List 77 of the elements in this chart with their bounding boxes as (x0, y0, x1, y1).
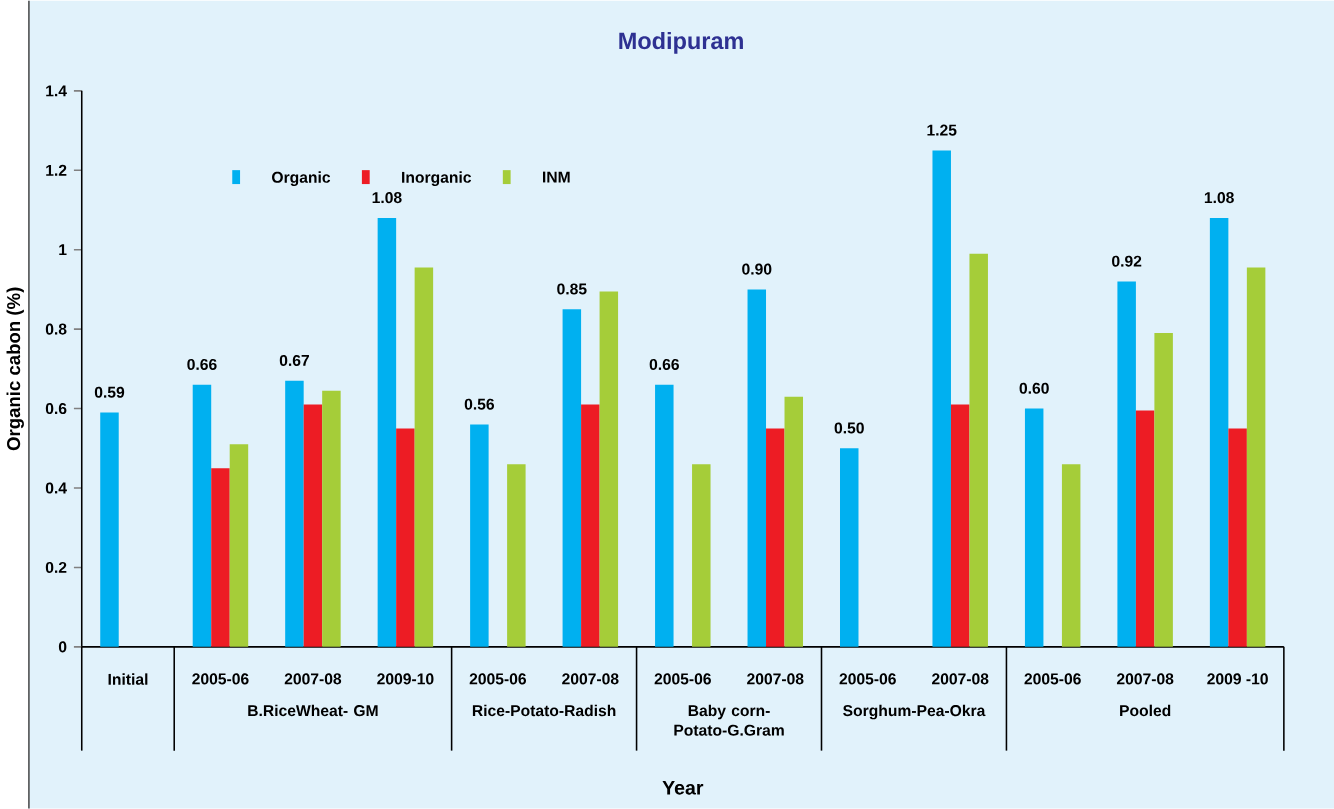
bar (229, 444, 249, 647)
bar (192, 384, 212, 647)
bar (100, 412, 119, 647)
bar (470, 424, 489, 647)
bar (1024, 408, 1044, 647)
y-tick-label: 0.2 (45, 561, 67, 573)
data-label: 1.25 (927, 124, 957, 136)
text: Pooled (1120, 704, 1171, 717)
data-label: 0.66 (187, 358, 217, 370)
data-label: 1.08 (1204, 192, 1234, 204)
y-axis-title: Organic cabon (%) (6, 287, 24, 451)
bar (1228, 428, 1247, 647)
x-tick-label: 2005-06 (654, 673, 711, 685)
x-tick-label: 2007-08 (1116, 673, 1174, 685)
chart-title: Modipuram (619, 31, 743, 54)
bar (322, 390, 341, 647)
y-tick-label: 0.8 (45, 323, 67, 335)
bar (562, 309, 582, 647)
x-tick-label: 2007-08 (562, 673, 619, 685)
bar (969, 253, 988, 647)
bar (1117, 281, 1136, 647)
data-label: 0.66 (649, 358, 679, 370)
bar (1209, 217, 1229, 647)
bar (377, 217, 397, 647)
legend-label: INM (543, 171, 570, 183)
x-tick-label: 2007-08 (284, 673, 342, 685)
data-label: 0.92 (1112, 255, 1142, 267)
bar (840, 448, 859, 647)
y-tick-label: 0 (58, 641, 67, 653)
bar (396, 428, 415, 647)
y-tick-label: 0.6 (45, 402, 67, 415)
text: B.RiceWheat- GM (248, 704, 378, 717)
bar (655, 384, 674, 647)
data-label: 0.50 (834, 422, 864, 434)
bar (950, 404, 970, 647)
x-tick-label: 2005-06 (192, 673, 249, 685)
x-tick-label: Initial (108, 673, 148, 685)
x-tick-label: 2005-06 (1024, 673, 1081, 685)
bar (285, 380, 304, 647)
bar (599, 291, 619, 647)
x-tick-label: 2009-10 (377, 673, 434, 685)
bar (1246, 267, 1266, 647)
bar (747, 289, 767, 647)
x-tick-label: 2007-08 (932, 673, 989, 685)
text: Rice-Potato-Radish (472, 704, 616, 717)
legend-label: Organic (272, 171, 331, 186)
x-axis-title: Year (662, 780, 704, 795)
data-label: 0.56 (464, 398, 495, 410)
bar (1154, 333, 1173, 647)
data-label: 0.85 (557, 283, 587, 295)
y-tick-label: 1.2 (46, 164, 67, 176)
data-label: 0.59 (94, 386, 125, 398)
bar (1061, 464, 1081, 647)
text: Baby corn-Potato-G.Gram (674, 704, 784, 736)
x-tick-label: 2009 -10 (1207, 673, 1268, 685)
data-label: 0.90 (742, 263, 772, 275)
bar (932, 150, 951, 647)
bar (1135, 410, 1155, 647)
data-label: 1.08 (372, 192, 402, 204)
y-tick-label: 1.4 (46, 85, 67, 97)
x-tick-label: 2005-06 (469, 673, 527, 685)
x-tick-label: 2007-08 (747, 673, 804, 685)
y-tick-label: 0.4 (45, 482, 67, 494)
bar (692, 464, 711, 647)
legend-label: Inorganic (402, 171, 472, 186)
bar (507, 464, 526, 647)
data-label: 0.60 (1019, 382, 1049, 394)
bar (581, 404, 600, 647)
bar (303, 404, 323, 647)
data-label: 0.67 (279, 354, 309, 366)
bar (211, 468, 230, 647)
text: Sorghum-Pea-Okra (843, 704, 986, 720)
bar (766, 428, 785, 647)
bar (784, 396, 804, 647)
x-tick-label: 2005-06 (839, 673, 896, 685)
bar (414, 267, 434, 647)
y-tick-label: 1 (59, 244, 67, 256)
